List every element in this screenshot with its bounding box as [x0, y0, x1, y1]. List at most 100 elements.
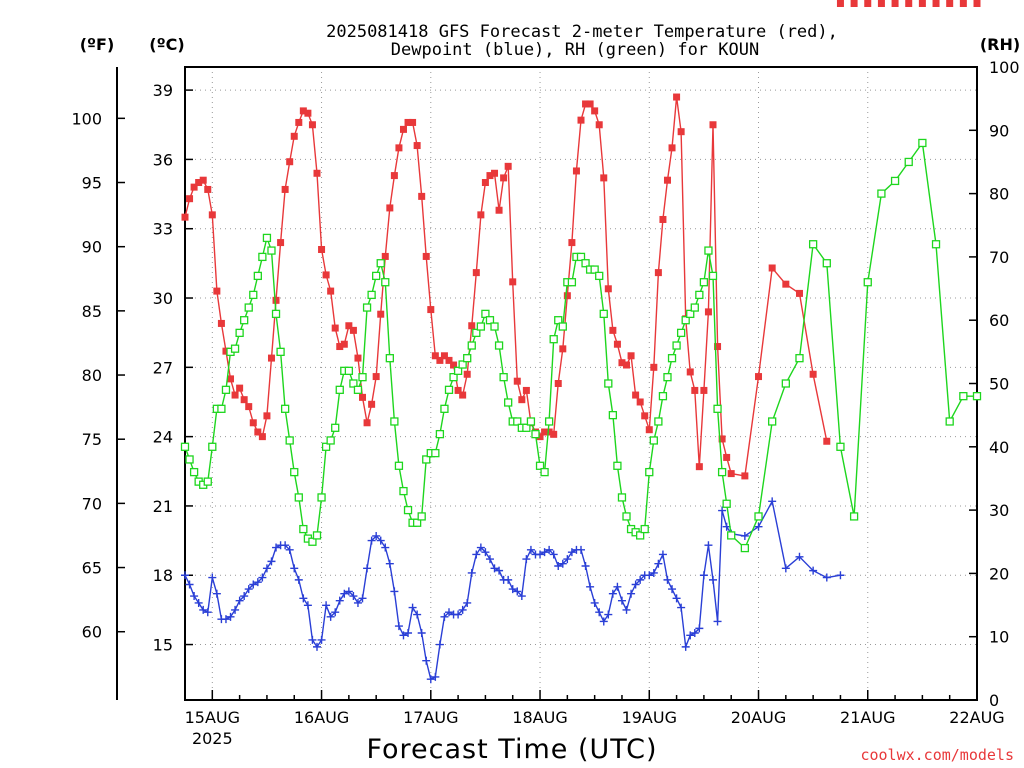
rh-point	[299, 524, 308, 534]
fahrenheit-tick-label: 65	[82, 559, 102, 578]
dewpoint-point	[335, 596, 344, 605]
temperature-point	[322, 271, 330, 279]
temperature-point	[600, 174, 608, 182]
dewpoint-point	[208, 573, 217, 582]
x-tick-label: 19AUG	[622, 708, 677, 727]
temperature-point	[809, 370, 817, 378]
temperature-point	[318, 246, 326, 254]
temperature-point	[450, 361, 458, 369]
celsius-tick-label: 18	[153, 566, 173, 585]
rh-point	[667, 354, 677, 363]
celsius-tick-label: 36	[153, 150, 173, 169]
rh-point	[918, 138, 927, 148]
rh-point	[504, 398, 513, 407]
temperature-point	[714, 343, 722, 351]
rh-point	[822, 259, 831, 268]
rh-point	[463, 354, 472, 363]
temperature-point	[431, 352, 439, 360]
dewpoint-point	[390, 587, 399, 596]
rh-point	[385, 354, 394, 363]
rh-point	[713, 404, 722, 413]
rh-point	[431, 448, 440, 458]
rh-point	[526, 417, 536, 426]
temperature-point	[286, 158, 294, 166]
dewpoint-point	[740, 531, 749, 540]
rh-point	[230, 344, 240, 353]
temperature-point	[299, 107, 307, 115]
rh-point	[540, 467, 549, 477]
temperature-point	[850, 0, 858, 7]
dewpoint-point	[490, 564, 499, 573]
dewpoint-point	[262, 564, 271, 573]
rh-line	[184, 141, 977, 550]
rh-point	[280, 404, 290, 413]
dewpoint-point	[604, 610, 613, 619]
temperature-point	[618, 359, 626, 367]
rh-point	[326, 436, 335, 445]
rh-point	[494, 341, 504, 350]
temperature-point	[645, 426, 653, 434]
rh-point	[376, 259, 385, 268]
temperature-point	[673, 93, 681, 101]
temperature-point	[477, 211, 485, 219]
rh-point	[262, 233, 272, 243]
dewpoint-point	[654, 559, 663, 568]
temperature-point	[272, 296, 280, 304]
dewpoint-point	[677, 603, 686, 612]
rh-point	[458, 360, 467, 369]
rh-point	[522, 423, 531, 432]
dewpoint-point	[281, 541, 290, 550]
rh-point	[185, 455, 194, 464]
dewpoint-point	[595, 608, 604, 617]
rh-point	[344, 366, 354, 375]
rh-point	[240, 316, 249, 325]
rh-point	[312, 531, 322, 540]
dewpoint-point	[221, 615, 230, 624]
dewpoint-point	[526, 545, 535, 554]
temperature-point	[436, 356, 444, 364]
rh-point	[449, 373, 458, 382]
rh-point	[663, 373, 672, 382]
rh-point	[531, 429, 540, 439]
rh-point	[599, 309, 608, 319]
temperature-point	[604, 285, 612, 293]
dewpoint-point	[294, 575, 303, 584]
rh-point	[622, 512, 631, 521]
dewpoint-point	[517, 592, 526, 601]
dewpoint-point	[508, 585, 517, 594]
temperature-point	[568, 239, 576, 247]
dewpoint-point	[244, 585, 253, 594]
dewpoint-point	[408, 603, 417, 612]
rh-point	[358, 373, 367, 382]
fahrenheit-tick-label: 95	[82, 174, 102, 193]
temperature-point	[563, 292, 571, 300]
rh-point	[649, 436, 658, 445]
rh-point	[217, 404, 226, 413]
dewpoint-point	[435, 640, 444, 649]
temperature-point	[404, 118, 412, 126]
temperature-point	[663, 176, 671, 184]
temperature-point	[727, 470, 735, 478]
dewpoint-point	[385, 559, 394, 568]
rh-point	[959, 392, 968, 401]
dewpoint-point	[709, 575, 717, 584]
rh-point	[249, 290, 258, 300]
rh-point	[695, 290, 704, 300]
dewpoint-point	[631, 580, 640, 589]
temperature-point	[659, 215, 667, 223]
rh-point	[567, 278, 577, 287]
temperature-point	[418, 192, 426, 200]
temperature-point	[536, 433, 544, 441]
x-tick-label: 17AUG	[403, 708, 458, 727]
rh-point	[180, 442, 190, 451]
plot-frame	[184, 66, 978, 701]
temperature-point	[363, 419, 371, 427]
rh-point	[362, 303, 372, 312]
dewpoint-point	[695, 624, 704, 633]
dewpoint-point	[613, 582, 622, 591]
rh-point	[381, 278, 390, 287]
rh-point	[722, 499, 731, 508]
temperature-point	[918, 0, 926, 7]
celsius-tick-label: 39	[153, 81, 173, 100]
dewpoint-point	[181, 571, 189, 580]
